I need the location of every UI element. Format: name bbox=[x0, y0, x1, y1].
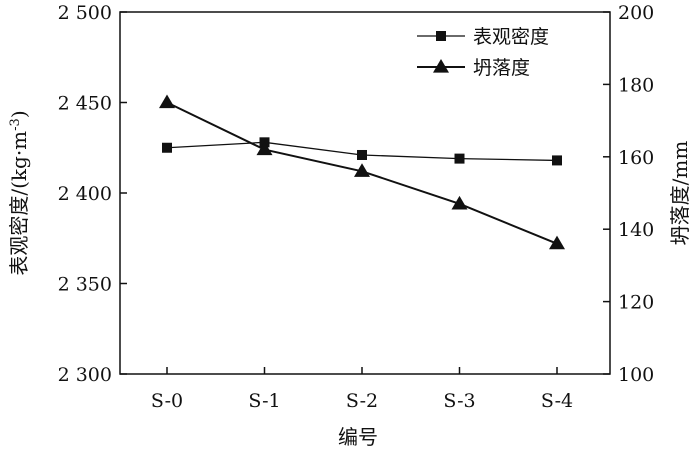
y-left-axis-title-sup: -3 bbox=[8, 118, 23, 131]
y-right-tick-label: 100 bbox=[618, 364, 654, 386]
series-layer bbox=[159, 94, 565, 250]
data-point bbox=[357, 149, 367, 160]
data-point bbox=[256, 141, 273, 156]
y-left-tick-label: 2 350 bbox=[58, 274, 112, 296]
y-left-axis-title-main: 表观密度/(kg·m bbox=[7, 131, 31, 276]
legend-label: 表观密度 bbox=[473, 26, 549, 48]
y-left-tick-label: 2 400 bbox=[58, 183, 112, 205]
legend-label: 坍落度 bbox=[473, 57, 530, 79]
data-point bbox=[159, 94, 175, 109]
y-right-tick-label: 180 bbox=[618, 74, 654, 96]
y-right-axis-title: 坍落度/mm bbox=[668, 141, 692, 246]
x-tick-label: S-4 bbox=[541, 390, 573, 412]
y-right-tick-label: 140 bbox=[618, 219, 654, 241]
x-tick-label: S-1 bbox=[248, 390, 280, 412]
data-point bbox=[162, 142, 172, 153]
data-point bbox=[451, 195, 468, 210]
legend-item: 坍落度 bbox=[417, 57, 530, 79]
x-tick-label: S-3 bbox=[443, 390, 475, 412]
plot-border bbox=[119, 11, 611, 375]
data-point bbox=[549, 235, 565, 250]
data-point bbox=[552, 155, 562, 166]
y-left-tick-label: 2 500 bbox=[58, 2, 112, 24]
x-tick-label: S-2 bbox=[346, 390, 378, 412]
data-point bbox=[454, 153, 465, 164]
right-axis-ticks: 100 120 140 160 180 200 bbox=[603, 2, 654, 386]
x-axis-title: 编号 bbox=[338, 425, 378, 449]
y-right-tick-label: 160 bbox=[618, 147, 654, 169]
legend-square-marker bbox=[436, 31, 446, 41]
x-tick-label: S-0 bbox=[151, 390, 183, 412]
y-right-tick-label: 120 bbox=[618, 292, 654, 314]
legend-triangle-marker bbox=[433, 59, 449, 73]
y-right-tick-label: 200 bbox=[618, 2, 654, 24]
y-left-tick-label: 2 300 bbox=[58, 364, 112, 386]
left-axis-ticks: 2 300 2 350 2 400 2 450 2 500 bbox=[58, 2, 127, 386]
legend-item: 表观密度 bbox=[417, 26, 549, 48]
y-left-axis-title-close: ) bbox=[7, 110, 31, 118]
data-point bbox=[354, 163, 370, 177]
series-1 bbox=[162, 137, 562, 166]
plot-frame bbox=[119, 11, 611, 375]
y-left-axis-title: 表观密度/(kg·m-3) bbox=[7, 110, 31, 275]
series-2 bbox=[159, 94, 565, 250]
x-axis-ticks: S-0 S-1 S-2 S-3 S-4 bbox=[151, 367, 573, 412]
y-left-tick-label: 2 450 bbox=[58, 93, 112, 115]
